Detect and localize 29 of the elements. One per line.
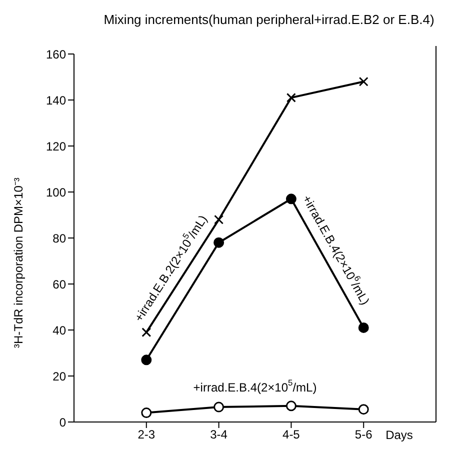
- y-tick-label: 100: [46, 185, 66, 200]
- y-tick-label: 60: [52, 277, 66, 292]
- y-tick-label: 120: [46, 139, 66, 154]
- point: [286, 92, 296, 102]
- y-tick-label: 140: [46, 93, 66, 108]
- point: [141, 354, 152, 366]
- series-label: +irrad.E.B.4(2×10$^{5}$/mL): [193, 378, 317, 395]
- chart-title: Mixing increments(human peripheral+irrad.E.B2 or E.B.4): [102, 12, 436, 27]
- point: [286, 194, 296, 204]
- x-tick-label: 4-5: [282, 428, 300, 442]
- point: [358, 404, 369, 415]
- x-tick-label: 3-4: [210, 428, 228, 442]
- y-tick-label: 160: [46, 47, 66, 62]
- point: [141, 408, 152, 418]
- point: [214, 402, 224, 412]
- point: [214, 214, 224, 224]
- x-tick-label: 2-3: [138, 428, 156, 442]
- y-tick-label: 0: [59, 415, 66, 430]
- y-tick-label: 80: [52, 231, 66, 246]
- point: [286, 400, 296, 412]
- point: [142, 328, 152, 338]
- y-axis-title: ³H-TdR incorporation DPM×10⁻³: [11, 178, 26, 348]
- x-axis-title: Days: [386, 428, 413, 442]
- point: [358, 322, 369, 333]
- point: [214, 237, 224, 248]
- y-tick-label: 40: [52, 323, 66, 338]
- point: [358, 76, 368, 86]
- y-tick-label: 20: [52, 369, 66, 384]
- x-tick-label: 5-6: [354, 428, 373, 442]
